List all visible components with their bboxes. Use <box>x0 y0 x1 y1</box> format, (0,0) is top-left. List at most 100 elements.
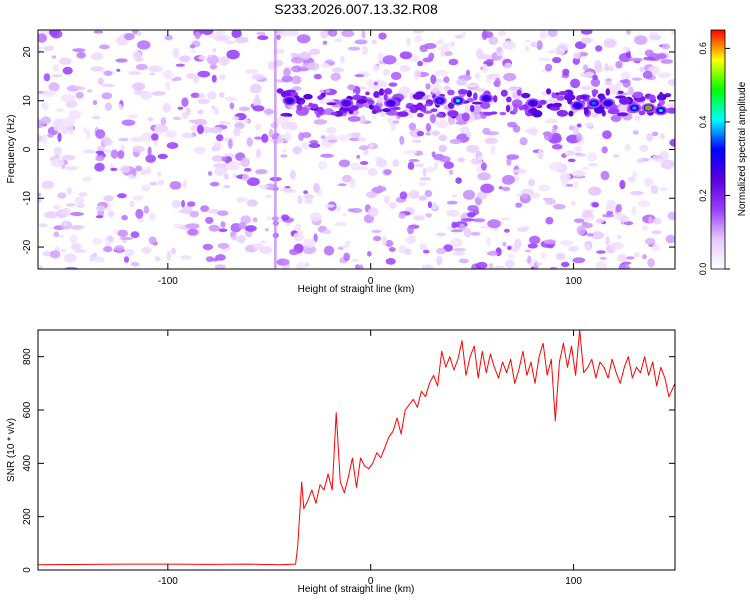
heatmap-blob <box>382 55 397 65</box>
heatmap-blob <box>172 116 182 120</box>
heatmap-blob <box>61 117 75 128</box>
heatmap-band-blob <box>296 104 303 111</box>
x-tick-label: 0 <box>368 576 374 587</box>
heatmap-blob <box>530 266 536 269</box>
heatmap-blob <box>574 152 583 156</box>
heatmap-band-blob <box>436 113 444 118</box>
heatmap-blob <box>264 183 278 191</box>
heatmap-band-blob <box>658 91 664 100</box>
snr-y-axis-label: SNR (10 * v/v) <box>6 418 17 482</box>
heatmap-band-blob <box>382 108 391 113</box>
heatmap-blob <box>551 132 562 141</box>
y-tick-label: -20 <box>22 239 33 254</box>
heatmap-blob <box>507 254 515 259</box>
heatmap-blob <box>320 63 330 69</box>
heatmap-blob <box>475 261 488 269</box>
heatmap-blob <box>465 69 471 77</box>
heatmap-blob <box>252 97 262 108</box>
heatmap-blob <box>430 74 437 85</box>
heatmap-blob <box>83 149 96 154</box>
heatmap-blob <box>78 192 88 197</box>
heatmap-blob <box>276 34 281 40</box>
heatmap-blob <box>368 207 379 217</box>
heatmap-blob <box>145 166 152 175</box>
heatmap-blob <box>667 79 675 87</box>
heatmap-hotspot <box>388 101 394 105</box>
heatmap-blob <box>429 83 442 94</box>
heatmap-band-blob <box>383 93 388 101</box>
heatmap-band-blob <box>580 95 588 100</box>
heatmap-blob <box>506 158 512 166</box>
heatmap-hotspot <box>632 106 637 110</box>
heatmap-blob <box>141 132 155 143</box>
heatmap-blob <box>371 229 382 233</box>
heatmap-blob <box>502 40 516 50</box>
y-tick-label: 800 <box>22 348 33 365</box>
heatmap-blob <box>634 115 641 121</box>
heatmap-blob <box>443 161 455 169</box>
heatmap-blob <box>340 244 350 248</box>
heatmap-blob <box>104 102 112 111</box>
heatmap-blob <box>103 246 113 253</box>
heatmap-blob <box>185 223 200 230</box>
heatmap-blob <box>572 257 586 264</box>
heatmap-blob <box>212 258 219 262</box>
heatmap-band-blob <box>430 108 438 112</box>
heatmap-blob <box>42 89 57 97</box>
heatmap-blob <box>70 225 85 230</box>
heatmap-blob <box>405 235 416 245</box>
heatmap-blob <box>245 68 258 74</box>
heatmap-blob <box>283 68 291 77</box>
heatmap-blob <box>148 65 163 73</box>
heatmap-blob <box>466 144 480 153</box>
heatmap-blob <box>93 256 105 263</box>
heatmap-blob <box>527 255 532 264</box>
heatmap-blob <box>119 236 133 241</box>
heatmap-band-blob <box>276 88 284 94</box>
heatmap-blob <box>194 31 201 40</box>
heatmap-blob <box>130 261 140 267</box>
heatmap-blob <box>221 156 227 162</box>
heatmap-blob <box>643 56 656 61</box>
heatmap-blob <box>47 133 54 138</box>
heatmap-blob <box>132 195 144 201</box>
heatmap-blob <box>259 240 267 244</box>
heatmap-band-blob <box>480 102 491 109</box>
heatmap-blob <box>363 148 369 155</box>
heatmap-hotspot <box>344 101 349 105</box>
heatmap-blob <box>498 186 503 190</box>
heatmap-blob <box>211 74 217 83</box>
heatmap-blob <box>482 127 491 135</box>
heatmap-blob <box>584 71 595 78</box>
colorbar-tick-label: 0.2 <box>698 189 708 202</box>
heatmap-blob <box>373 235 382 242</box>
heatmap-blob <box>356 154 361 159</box>
heatmap-blob <box>134 56 144 62</box>
heatmap-blob <box>390 122 396 132</box>
heatmap-band-blob <box>538 99 547 105</box>
heatmap-blob <box>354 74 365 78</box>
heatmap-blob <box>375 186 387 192</box>
heatmap-blob <box>547 30 558 38</box>
heatmap-blob <box>453 251 466 256</box>
heatmap-blob <box>243 167 252 172</box>
heatmap-blob <box>347 208 355 212</box>
heatmap-blob <box>178 55 191 63</box>
heatmap-blob <box>169 181 182 190</box>
heatmap-blob <box>570 201 576 206</box>
heatmap-blob <box>490 145 496 155</box>
heatmap-blob <box>83 126 88 134</box>
spectrogram-y-ticks: -20 -10 0 10 20 <box>22 46 675 254</box>
heatmap-blob <box>41 180 55 190</box>
heatmap-blob <box>652 217 662 225</box>
heatmap-blob <box>93 30 104 34</box>
heatmap-band-blob <box>285 89 296 93</box>
heatmap-hotspot <box>605 101 611 105</box>
heatmap-blob <box>43 73 51 82</box>
heatmap-blob <box>264 108 274 115</box>
heatmap-blob <box>604 63 609 72</box>
heatmap-blob <box>41 102 49 110</box>
heatmap-blob <box>313 73 322 80</box>
heatmap-blob <box>537 150 543 158</box>
heatmap-blob <box>103 195 114 202</box>
